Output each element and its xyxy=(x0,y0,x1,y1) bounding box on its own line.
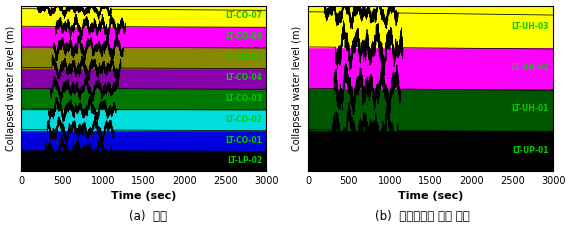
Bar xyxy=(21,47,266,68)
Bar xyxy=(21,88,266,109)
Bar xyxy=(21,130,266,150)
Text: LT-LP-02: LT-LP-02 xyxy=(227,156,262,165)
Y-axis label: Collapsed water level (m): Collapsed water level (m) xyxy=(6,26,15,151)
Bar xyxy=(308,88,553,130)
Bar xyxy=(308,6,553,47)
Text: LT-CO-05: LT-CO-05 xyxy=(226,53,262,62)
Text: LT-CO-04: LT-CO-04 xyxy=(226,73,262,82)
Bar xyxy=(21,26,266,47)
X-axis label: Time (sec): Time (sec) xyxy=(111,191,176,201)
Text: LT-UP-01: LT-UP-01 xyxy=(513,146,549,155)
Text: LT-CO-06: LT-CO-06 xyxy=(226,32,262,41)
Text: LT-CO-07: LT-CO-07 xyxy=(225,11,262,20)
Text: LT-CO-01: LT-CO-01 xyxy=(226,135,262,144)
Text: LT-UH-01: LT-UH-01 xyxy=(512,104,549,113)
Y-axis label: Collapsed water level (m): Collapsed water level (m) xyxy=(292,26,303,151)
Text: LT-UH-03: LT-UH-03 xyxy=(512,22,549,31)
Bar xyxy=(21,6,266,26)
Text: LT-CO-03: LT-CO-03 xyxy=(226,94,262,103)
Bar xyxy=(308,130,553,171)
Text: LT-CO-02: LT-CO-02 xyxy=(226,115,262,124)
Bar xyxy=(21,150,266,171)
Text: (b)  원자로용기 상부 헤드: (b) 원자로용기 상부 헤드 xyxy=(375,210,470,223)
Text: (a)  노심: (a) 노심 xyxy=(130,210,167,223)
X-axis label: Time (sec): Time (sec) xyxy=(398,191,463,201)
Text: LT-UH-02: LT-UH-02 xyxy=(512,63,549,72)
Bar xyxy=(21,68,266,88)
Bar xyxy=(21,109,266,130)
Bar xyxy=(308,47,553,88)
